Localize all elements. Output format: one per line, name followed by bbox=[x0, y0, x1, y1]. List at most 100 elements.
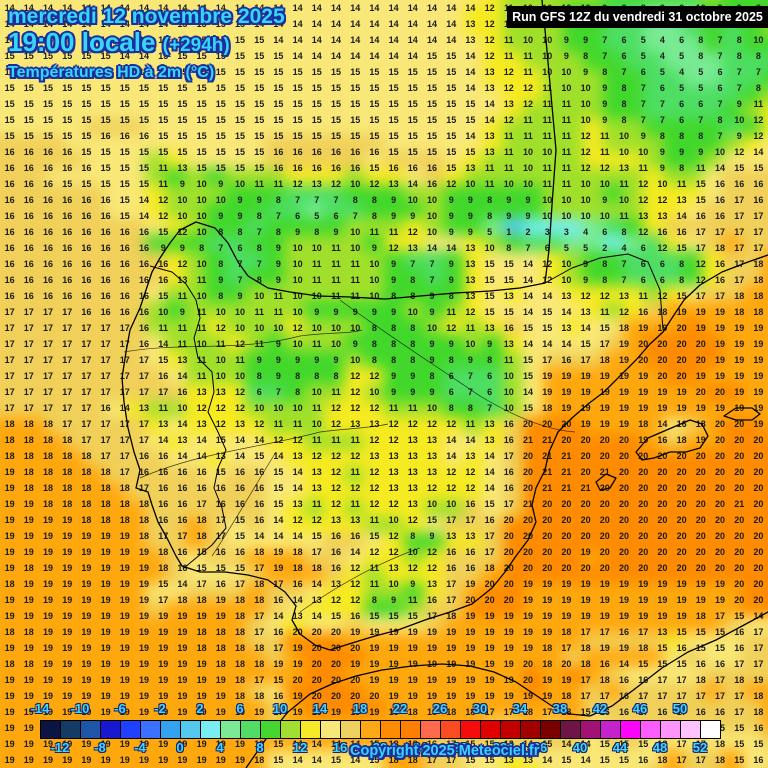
grid-temperature-value: 19 bbox=[753, 418, 764, 429]
grid-temperature-value: 19 bbox=[81, 626, 92, 637]
grid-temperature-value: 17 bbox=[4, 370, 15, 381]
grid-temperature-value: 5 bbox=[487, 226, 493, 237]
grid-temperature-value: 20 bbox=[676, 466, 687, 477]
grid-temperature-value: 17 bbox=[4, 354, 15, 365]
grid-temperature-value: 19 bbox=[81, 706, 92, 717]
grid-temperature-value: 19 bbox=[138, 610, 149, 621]
grid-temperature-value: 18 bbox=[62, 498, 73, 509]
grid-temperature-value: 12 bbox=[350, 370, 361, 381]
grid-temperature-value: 17 bbox=[657, 674, 668, 685]
grid-temperature-value: 12 bbox=[753, 130, 764, 141]
grid-temperature-value: 9 bbox=[275, 274, 281, 285]
grid-temperature-value: 13 bbox=[465, 18, 476, 29]
legend-cell bbox=[301, 720, 321, 739]
grid-temperature-value: 20 bbox=[580, 466, 591, 477]
grid-temperature-value: 19 bbox=[4, 530, 15, 541]
grid-temperature-value: 18 bbox=[42, 434, 53, 445]
grid-temperature-value: 13 bbox=[465, 162, 476, 173]
grid-temperature-value: 21 bbox=[542, 466, 553, 477]
grid-temperature-value: 12 bbox=[465, 482, 476, 493]
grid-temperature-value: 7 bbox=[352, 210, 358, 221]
grid-temperature-value: 14 bbox=[330, 2, 341, 13]
grid-temperature-value: 14 bbox=[311, 50, 322, 61]
grid-temperature-value: 16 bbox=[4, 210, 15, 221]
grid-temperature-value: 14 bbox=[177, 370, 188, 381]
grid-temperature-value: 16 bbox=[676, 418, 687, 429]
grid-temperature-value: 19 bbox=[119, 562, 130, 573]
grid-temperature-value: 20 bbox=[676, 370, 687, 381]
grid-temperature-value: 16 bbox=[254, 514, 265, 525]
grid-temperature-value: 13 bbox=[484, 82, 495, 93]
grid-temperature-value: 17 bbox=[695, 690, 706, 701]
grid-temperature-value: 10 bbox=[561, 194, 572, 205]
grid-temperature-value: 13 bbox=[465, 242, 476, 253]
grid-temperature-value: 10 bbox=[215, 370, 226, 381]
grid-temperature-value: 12 bbox=[484, 34, 495, 45]
grid-temperature-value: 11 bbox=[600, 306, 610, 317]
grid-temperature-value: 19 bbox=[695, 402, 706, 413]
grid-temperature-value: 14 bbox=[426, 242, 437, 253]
grid-temperature-value: 14 bbox=[138, 194, 149, 205]
grid-temperature-value: 14 bbox=[330, 18, 341, 29]
grid-temperature-value: 20 bbox=[714, 450, 725, 461]
grid-temperature-value: 15 bbox=[522, 322, 533, 333]
grid-temperature-value: 16 bbox=[62, 226, 73, 237]
grid-temperature-value: 17 bbox=[254, 562, 265, 573]
grid-temperature-value: 19 bbox=[522, 610, 533, 621]
grid-temperature-value: 10 bbox=[388, 514, 399, 525]
grid-temperature-value: 8 bbox=[410, 338, 416, 349]
grid-temperature-value: 15 bbox=[484, 290, 495, 301]
grid-temperature-value: 7 bbox=[717, 50, 723, 61]
grid-temperature-value: 20 bbox=[753, 578, 764, 589]
legend-tick-label: 6 bbox=[236, 701, 244, 716]
grid-temperature-value: 19 bbox=[369, 626, 380, 637]
grid-temperature-value: 10 bbox=[484, 242, 495, 253]
grid-temperature-value: 6 bbox=[487, 370, 493, 381]
grid-temperature-value: 19 bbox=[753, 322, 764, 333]
grid-temperature-value: 17 bbox=[119, 450, 130, 461]
grid-temperature-value: 20 bbox=[292, 674, 303, 685]
legend-tick-label: 46 bbox=[632, 701, 648, 716]
grid-temperature-value: 9 bbox=[391, 194, 397, 205]
grid-temperature-value: 16 bbox=[330, 146, 341, 157]
grid-temperature-value: 18 bbox=[292, 562, 303, 573]
grid-temperature-value: 13 bbox=[177, 354, 188, 365]
grid-temperature-value: 20 bbox=[311, 674, 322, 685]
grid-temperature-value: 14 bbox=[542, 338, 553, 349]
grid-temperature-value: 10 bbox=[599, 210, 610, 221]
grid-temperature-value: 16 bbox=[100, 290, 111, 301]
grid-temperature-value: 17 bbox=[254, 610, 265, 621]
grid-temperature-value: 11 bbox=[273, 418, 284, 429]
grid-temperature-value: 15 bbox=[62, 114, 73, 125]
grid-temperature-value: 15 bbox=[42, 98, 53, 109]
grid-temperature-value: 19 bbox=[542, 626, 553, 637]
grid-temperature-value: 12 bbox=[657, 290, 668, 301]
grid-temperature-value: 10 bbox=[580, 98, 591, 109]
grid-temperature-value: 16 bbox=[158, 466, 169, 477]
grid-temperature-value: 15 bbox=[234, 514, 245, 525]
grid-temperature-value: 16 bbox=[388, 162, 399, 173]
grid-temperature-value: 17 bbox=[580, 674, 591, 685]
grid-temperature-value: 16 bbox=[100, 130, 111, 141]
grid-temperature-value: 19 bbox=[426, 674, 437, 685]
grid-temperature-value: 19 bbox=[599, 370, 610, 381]
grid-temperature-value: 8 bbox=[371, 322, 377, 333]
grid-temperature-value: 14 bbox=[465, 130, 476, 141]
grid-temperature-value: 15 bbox=[599, 322, 610, 333]
grid-temperature-value: 15 bbox=[330, 114, 341, 125]
grid-temperature-value: 16 bbox=[465, 546, 476, 557]
grid-temperature-value: 6 bbox=[237, 242, 243, 253]
grid-temperature-value: 6 bbox=[659, 82, 665, 93]
grid-temperature-value: 19 bbox=[369, 706, 380, 717]
grid-temperature-value: 9 bbox=[391, 306, 397, 317]
grid-temperature-value: 17 bbox=[734, 274, 745, 285]
grid-temperature-value: 16 bbox=[599, 658, 610, 669]
grid-temperature-value: 14 bbox=[138, 210, 149, 221]
grid-temperature-value: 17 bbox=[100, 418, 111, 429]
grid-temperature-value: 14 bbox=[465, 66, 476, 77]
legend-tick-label: -4 bbox=[134, 740, 146, 755]
grid-temperature-value: 11 bbox=[408, 402, 418, 413]
grid-temperature-value: 16 bbox=[100, 242, 111, 253]
grid-temperature-value: 19 bbox=[426, 642, 437, 653]
